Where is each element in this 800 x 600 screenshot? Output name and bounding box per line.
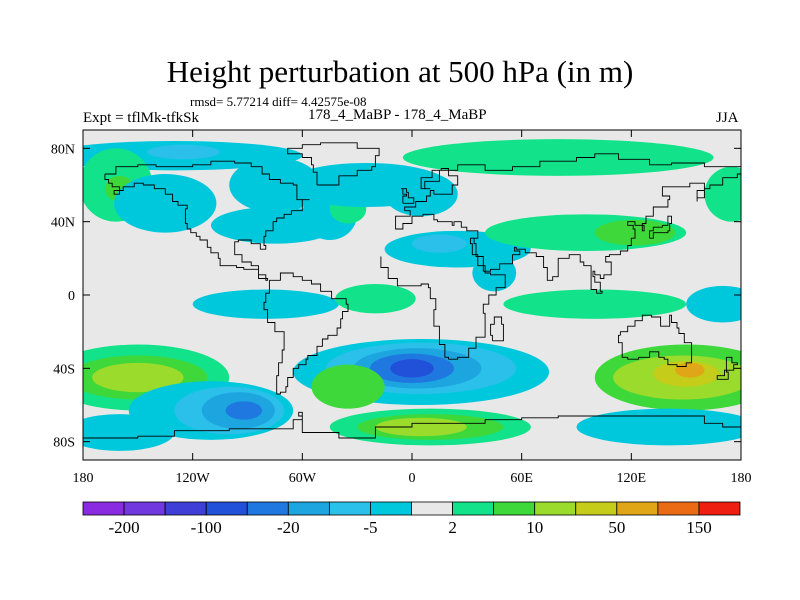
season-label: JJA (716, 110, 739, 126)
coastline-africa-eurasia (380, 153, 741, 360)
contour-region-10 (384, 172, 458, 217)
contour-region-34 (311, 364, 385, 409)
colorbar-label: -5 (363, 518, 377, 537)
coastline-antarctica (83, 411, 741, 439)
coastline-asia-east (473, 173, 741, 294)
colorbar-box (698, 501, 741, 516)
contour-region-13 (472, 254, 517, 292)
y-tick-label: 0 (68, 289, 75, 304)
colorbar-box (452, 501, 495, 516)
colorbar-box (205, 501, 248, 516)
colorbar: -200 -100 -20 -5 2 10 50 150 (82, 501, 741, 537)
contour-region-4 (114, 174, 217, 233)
colorbar-box (575, 501, 618, 516)
y-tick-label: 80N (51, 142, 75, 157)
coastlines (83, 142, 741, 439)
axis-ticks: 180 120W 60W 0 60E 120E 180 80N 40N 0 40S 80S (51, 130, 752, 486)
contour-region-18 (503, 289, 687, 319)
x-tick-label: 60W (289, 471, 317, 486)
case-subtitle: 178_4_MaBP - 178_4_MaBP (308, 107, 487, 123)
colorbar-box (164, 501, 207, 516)
contour-region-21 (335, 284, 416, 314)
colorbar-box (534, 501, 577, 516)
colorbar-box (370, 501, 412, 516)
x-tick-label: 180 (73, 471, 94, 486)
coastline-north-america (104, 160, 310, 281)
colorbar-label: -100 (191, 518, 222, 537)
y-tick-label: 80S (53, 436, 75, 451)
x-tick-label: 120W (176, 471, 211, 486)
x-tick-label: 180 (731, 471, 752, 486)
contour-region-14 (402, 139, 714, 176)
coastline-south-america (263, 272, 349, 395)
coastline-greenland (287, 142, 380, 186)
contour-region-42 (576, 408, 741, 446)
experiment-label: Expt = tflMk-tfkSk (83, 110, 199, 126)
contour-region-20 (192, 289, 339, 319)
coastline-british-isles (401, 188, 415, 204)
coastline-japan (649, 215, 672, 239)
y-tick-label: 40S (53, 362, 75, 377)
colorbar-label: 2 (448, 518, 457, 537)
contour-region-5 (229, 157, 321, 213)
chart-title: Height perturbation at 500 hPa (in m) (166, 54, 634, 89)
colorbar-box (82, 501, 125, 516)
contour-region-41 (675, 362, 705, 378)
contour-region-17 (704, 166, 741, 222)
x-tick-label: 120E (617, 471, 647, 486)
rmsd-diff-stats: rmsd= 5.77214 diff= 4.42575e-08 (190, 94, 367, 109)
contour-region-33 (390, 359, 434, 378)
contour-region-12 (412, 234, 467, 253)
colorbar-box (493, 501, 536, 516)
colorbar-label: 150 (686, 518, 712, 537)
colorbar-box (411, 501, 453, 516)
contour-region-24 (92, 362, 184, 393)
x-tick-label: 0 (409, 471, 416, 486)
coastline-new-zealand (716, 356, 738, 380)
colorbar-box (657, 501, 700, 516)
x-tick-label: 60E (510, 471, 533, 486)
colorbar-label: -20 (277, 518, 300, 537)
contour-region-28 (225, 401, 263, 420)
coastline-australia (618, 314, 693, 367)
contour-region-19 (686, 285, 741, 323)
coastline-madagascar (490, 316, 504, 342)
colorbar-label: 50 (608, 518, 625, 537)
colorbar-box (328, 501, 371, 516)
contour-region-43 (83, 414, 175, 451)
colorbar-label: -200 (108, 518, 139, 537)
colorbar-label: 10 (526, 518, 543, 537)
contour-region-37 (375, 417, 467, 437)
contour-region-1 (146, 144, 221, 160)
contour-fills (83, 139, 741, 451)
colorbar-box (287, 501, 330, 516)
y-tick-label: 40N (51, 216, 75, 231)
colorbar-box (616, 501, 659, 516)
colorbar-box (246, 501, 289, 516)
colorbar-box (123, 501, 166, 516)
